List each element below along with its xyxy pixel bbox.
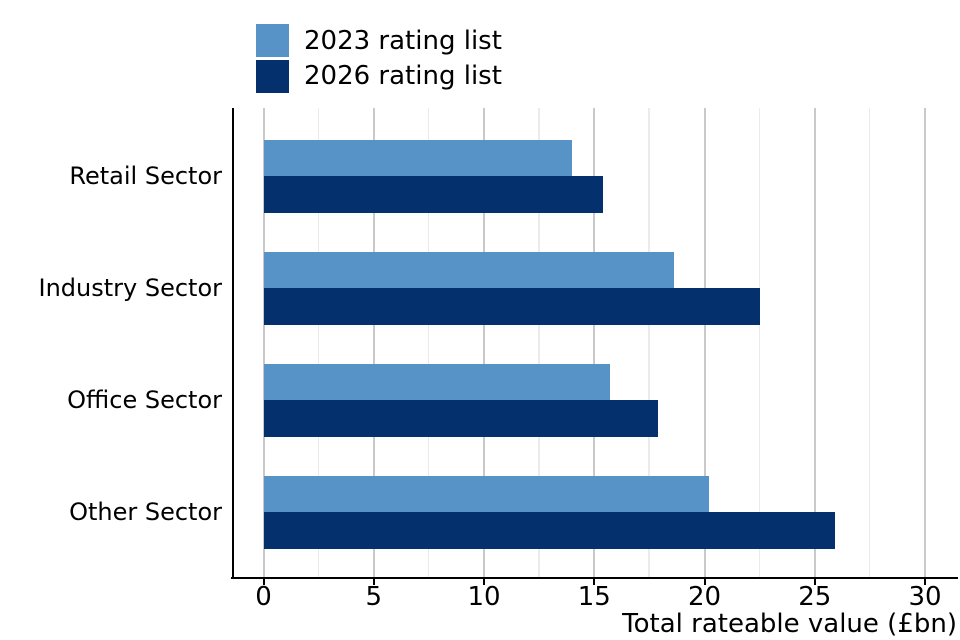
bar-other-sector-2026-rating-list xyxy=(263,512,835,549)
x-tick-mark-0 xyxy=(262,579,265,585)
bar-retail-sector-2026-rating-list xyxy=(263,176,604,213)
x-tick-mark-30 xyxy=(924,579,926,585)
minor-gridline-22.5 xyxy=(758,108,761,577)
y-tick-label-industry-sector: Industry Sector xyxy=(38,274,222,302)
major-gridline-30 xyxy=(924,108,926,577)
major-gridline-15 xyxy=(593,108,596,577)
x-tick-label-15: 15 xyxy=(577,582,611,612)
minor-gridline-2.5 xyxy=(317,108,320,577)
bar-other-sector-2023-rating-list xyxy=(263,475,709,512)
major-gridline-10 xyxy=(483,108,485,577)
x-tick-mark-25 xyxy=(813,579,816,585)
x-axis-title: Total rateable value (£bn) xyxy=(622,609,957,639)
legend-label-2026: 2026 rating list xyxy=(304,61,502,91)
x-axis-line xyxy=(231,576,958,580)
y-tick-label-office-sector: Office Sector xyxy=(67,386,222,414)
legend-label-2023: 2023 rating list xyxy=(304,25,502,56)
bar-retail-sector-2023-rating-list xyxy=(263,139,573,176)
bar-industry-sector-2023-rating-list xyxy=(263,251,674,288)
minor-gridline-7.5 xyxy=(427,108,430,577)
legend-swatch-2023 xyxy=(256,24,289,57)
y-tick-label-retail-sector: Retail Sector xyxy=(69,162,222,190)
bar-industry-sector-2026-rating-list xyxy=(263,288,760,325)
major-gridline-20 xyxy=(703,108,706,577)
major-gridline-5 xyxy=(372,108,375,577)
x-tick-mark-10 xyxy=(483,579,485,585)
x-tick-mark-20 xyxy=(703,579,706,585)
x-tick-label-25: 25 xyxy=(798,582,832,612)
minor-gridline-17.5 xyxy=(648,108,650,577)
major-gridline-0 xyxy=(262,108,265,577)
minor-gridline-12.5 xyxy=(538,108,540,577)
minor-gridline-27.5 xyxy=(868,108,871,577)
x-tick-mark-15 xyxy=(593,579,596,585)
x-tick-label-30: 30 xyxy=(908,582,942,612)
bar-office-sector-2026-rating-list xyxy=(263,400,659,437)
x-tick-label-10: 10 xyxy=(467,582,501,612)
bar-office-sector-2023-rating-list xyxy=(263,363,610,400)
y-axis-line xyxy=(231,108,234,578)
x-tick-label-0: 0 xyxy=(255,582,272,612)
x-tick-label-20: 20 xyxy=(687,582,722,612)
legend-item-2026: 2026 rating list xyxy=(256,59,502,93)
major-gridline-25 xyxy=(813,108,816,577)
x-tick-label-5: 5 xyxy=(365,582,383,612)
legend: 2023 rating list 2026 rating list xyxy=(256,24,502,95)
y-tick-label-other-sector: Other Sector xyxy=(69,498,222,526)
legend-item-2023: 2023 rating list xyxy=(256,24,502,57)
x-tick-mark-5 xyxy=(372,579,375,585)
legend-swatch-2026 xyxy=(256,59,289,93)
